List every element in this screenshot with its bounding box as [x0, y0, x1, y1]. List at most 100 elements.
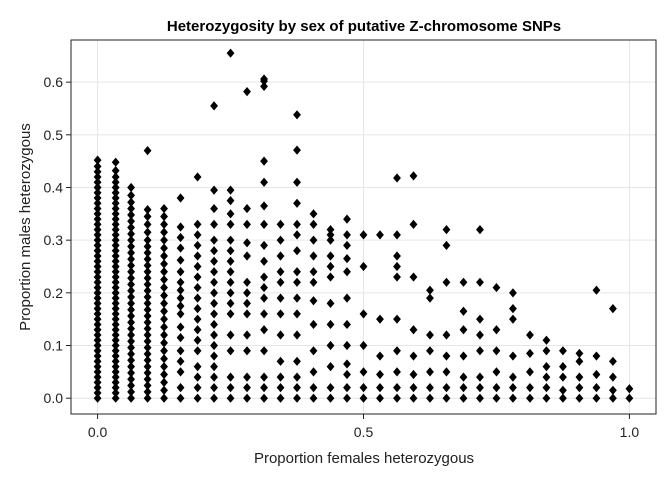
data-point [326, 272, 335, 282]
x-tick-label: 0.0 [88, 424, 108, 440]
data-point [243, 383, 251, 393]
data-point [492, 367, 501, 377]
data-point [143, 235, 152, 245]
data-point [160, 282, 168, 293]
data-point [226, 267, 235, 277]
data-point [359, 367, 368, 377]
data-point [343, 383, 351, 393]
data-point [143, 211, 152, 222]
data-point [210, 267, 218, 277]
data-point [143, 273, 152, 283]
data-point [326, 319, 335, 330]
data-point [326, 393, 335, 403]
data-point [93, 182, 102, 193]
data-point [111, 166, 120, 176]
data-point [111, 372, 120, 382]
data-point [93, 230, 102, 240]
data-point [492, 282, 501, 293]
data-point [160, 354, 168, 364]
data-point [176, 356, 185, 366]
data-point [442, 277, 451, 287]
data-point [509, 304, 517, 314]
data-point [293, 230, 301, 240]
data-point [93, 177, 102, 187]
data-point [409, 171, 418, 181]
data-point [359, 340, 368, 351]
data-point [409, 351, 418, 361]
data-point [143, 317, 152, 327]
data-point [260, 346, 268, 356]
data-point [143, 330, 152, 340]
data-point [376, 383, 384, 393]
data-point [176, 346, 185, 356]
data-point [93, 288, 102, 298]
data-point [359, 309, 368, 319]
data-point [93, 172, 102, 182]
data-point [575, 372, 584, 382]
data-point [143, 355, 152, 365]
data-point [111, 325, 120, 335]
data-point [111, 377, 120, 387]
data-point [193, 335, 202, 345]
data-point [343, 340, 351, 351]
data-point [193, 304, 202, 314]
data-point [111, 251, 120, 261]
data-point [127, 368, 136, 378]
data-point [309, 367, 318, 377]
data-point [459, 393, 468, 403]
data-point [575, 348, 584, 359]
data-point [210, 383, 218, 393]
data-point [260, 309, 268, 319]
data-point [276, 235, 285, 245]
x-tick-label: 0.5 [354, 424, 374, 440]
data-point [509, 393, 517, 403]
data-point [393, 367, 401, 377]
data-point [160, 251, 168, 261]
data-point [111, 304, 120, 314]
data-point [111, 351, 120, 361]
data-point [93, 356, 102, 366]
data-point [276, 393, 285, 403]
data-point [111, 367, 120, 377]
data-point [509, 288, 517, 298]
data-point [426, 346, 434, 356]
data-point [127, 216, 136, 226]
y-tick-label: 0.3 [44, 232, 64, 248]
data-point [93, 267, 102, 277]
data-point [111, 240, 120, 251]
data-point [293, 267, 301, 277]
data-point [276, 356, 285, 366]
data-point [127, 305, 136, 315]
data-point [442, 330, 451, 340]
data-point [111, 346, 120, 356]
data-point [476, 225, 484, 235]
data-point [176, 322, 185, 332]
data-point [93, 330, 102, 340]
data-point [625, 384, 634, 394]
data-point [393, 251, 401, 261]
data-point [93, 225, 102, 235]
data-point [127, 349, 136, 359]
data-point [176, 309, 185, 319]
data-point [127, 248, 136, 258]
data-point [111, 293, 120, 303]
data-point [111, 309, 120, 319]
data-point [127, 343, 136, 353]
data-point [111, 235, 120, 245]
data-point [111, 198, 120, 208]
data-point [393, 261, 401, 272]
data-point [111, 256, 120, 266]
data-point [210, 246, 218, 256]
data-point [111, 282, 120, 293]
data-point [160, 361, 168, 372]
data-point [309, 209, 318, 219]
data-point [210, 288, 218, 298]
data-point [476, 330, 484, 340]
data-point [93, 298, 102, 308]
data-point [111, 298, 120, 308]
data-point [243, 309, 251, 319]
data-point [210, 351, 218, 361]
data-point [193, 361, 202, 372]
data-point [93, 272, 102, 282]
data-point [160, 211, 168, 222]
